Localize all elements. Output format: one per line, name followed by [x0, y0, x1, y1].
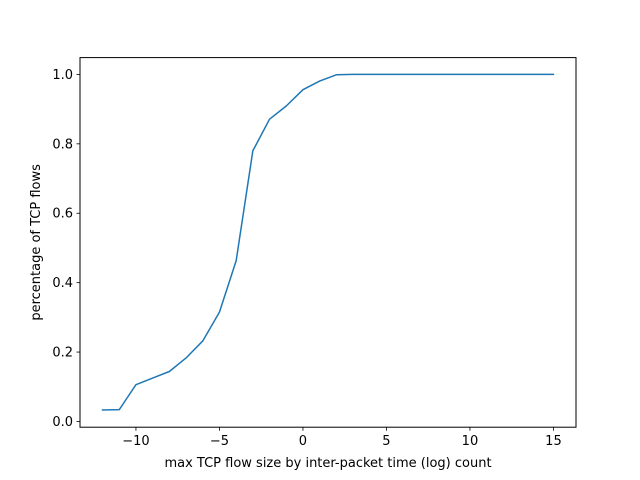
y-tick-label: 0.2 [52, 346, 73, 361]
x-tick-label: −5 [210, 434, 229, 449]
y-tick-label: 0.8 [52, 137, 73, 152]
x-tick-label: −10 [122, 434, 149, 449]
y-tick-label: 1.0 [52, 68, 73, 83]
x-tick-label: 0 [299, 434, 307, 449]
x-axis-label: max TCP flow size by inter-packet time (… [164, 456, 491, 471]
x-tick-label: 15 [545, 434, 562, 449]
y-axis-ticks: 0.0 0.2 0.4 0.6 0.8 1.0 [52, 68, 80, 430]
y-tick-label: 0.4 [52, 276, 73, 291]
x-tick-label: 10 [462, 434, 479, 449]
y-tick-label: 0.0 [52, 415, 73, 430]
x-tick-label: 5 [382, 434, 390, 449]
series-line [101, 73, 555, 411]
x-axis-ticks: −10 −5 0 5 10 15 [122, 427, 562, 449]
y-axis-label: percentage of TCP flows [29, 164, 44, 321]
plot-area [80, 57, 576, 428]
plot-frame [79, 57, 577, 428]
series-layer [101, 73, 555, 411]
y-tick-label: 0.6 [52, 207, 73, 222]
